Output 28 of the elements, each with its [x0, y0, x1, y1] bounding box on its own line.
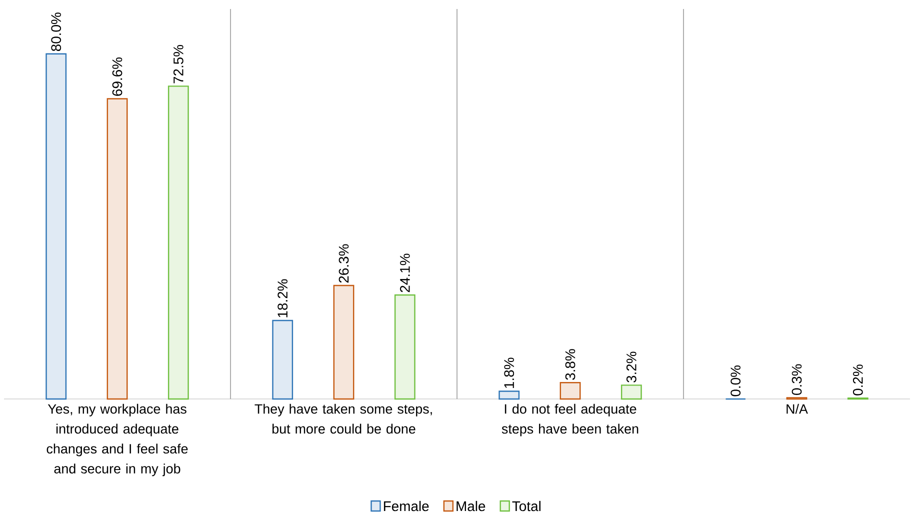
data-label: 1.8% [504, 358, 514, 388]
data-label: 18.2% [278, 279, 288, 318]
data-label: 24.1% [400, 254, 410, 292]
x-tick-label: N/A [786, 404, 808, 414]
data-label: 0.3% [792, 364, 802, 395]
bar [620, 384, 642, 400]
data-label: 3.8% [565, 349, 576, 380]
data-label: 3.2% [626, 352, 636, 382]
legend-label: Female [384, 500, 429, 512]
x-tick-label: They have taken some steps, but more could be done [254, 404, 432, 434]
x-tick-label: I do not feel adequate steps have been taken [502, 404, 638, 436]
data-label: 69.6% [112, 57, 122, 96]
legend-label: Male [456, 500, 486, 512]
data-label: 0.2% [852, 364, 863, 396]
x-tick-label: Yes, my workplace has introduced adequate changes and I feel safe and secure in my job [46, 404, 188, 476]
data-label: 26.3% [338, 244, 349, 283]
bar [272, 320, 294, 400]
bar [498, 390, 520, 400]
bar [333, 284, 354, 400]
data-label: 72.5% [173, 44, 184, 84]
bar [106, 98, 128, 400]
data-label: 0.0% [730, 365, 741, 396]
data-label: 80.0% [51, 12, 62, 52]
legend-label: Total [512, 500, 540, 512]
bar [168, 86, 189, 400]
bar [46, 53, 67, 400]
bar [560, 382, 581, 400]
bar [394, 294, 416, 400]
